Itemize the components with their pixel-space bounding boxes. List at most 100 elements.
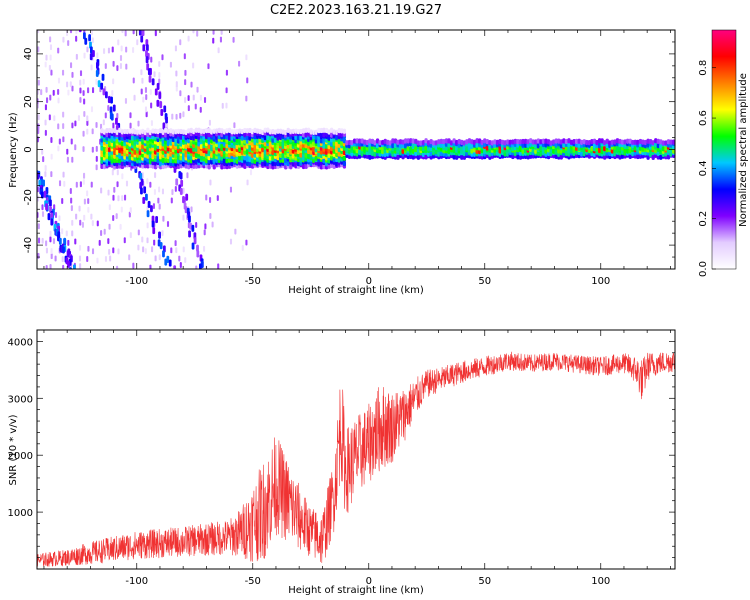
- heatmap-cell: [301, 149, 306, 155]
- heatmap-cell: [536, 138, 540, 144]
- heatmap-cell: [91, 37, 94, 44]
- heatmap-cell: [150, 56, 153, 63]
- heatmap-cell: [638, 138, 643, 145]
- heatmap-cell: [411, 138, 415, 144]
- heatmap-cell: [335, 141, 339, 147]
- heatmap-cell: [112, 247, 115, 254]
- heatmap-cell: [57, 77, 61, 84]
- heatmap-cell: [174, 137, 178, 143]
- heatmap-cell: [58, 237, 62, 245]
- heatmap-cell: [44, 171, 47, 178]
- heatmap-cell: [225, 69, 228, 76]
- heatmap-cell: [483, 138, 487, 144]
- heatmap-cell: [618, 145, 622, 152]
- snr-frame: [36, 329, 676, 570]
- heatmap-cell: [132, 262, 135, 269]
- heatmap-cell: [342, 128, 347, 134]
- heatmap-cell: [158, 203, 161, 210]
- heatmap-cell: [636, 153, 640, 160]
- heatmap-cell: [105, 131, 109, 138]
- heatmap-cell: [414, 150, 418, 157]
- heatmap-cell: [57, 123, 60, 130]
- heatmap-cell: [130, 140, 135, 146]
- heatmap-cell: [112, 215, 115, 222]
- heatmap-cell: [559, 154, 563, 160]
- heatmap-cell: [182, 129, 186, 135]
- heatmap-cell: [116, 181, 119, 188]
- heatmap-cell: [162, 122, 166, 130]
- heatmap-cell: [398, 143, 403, 149]
- heatmap-cell: [109, 106, 113, 114]
- heatmap-cell: [618, 138, 622, 145]
- heatmap-cell: [467, 138, 472, 144]
- heatmap-cell: [149, 181, 152, 188]
- heatmap-cell: [342, 160, 347, 167]
- heatmap-cell: [145, 56, 149, 64]
- heatmap-cell: [151, 78, 155, 86]
- heatmap-cell: [43, 190, 47, 198]
- heatmap-cell: [57, 47, 60, 54]
- heatmap-cell: [312, 146, 316, 153]
- heatmap-cell: [554, 153, 558, 160]
- heatmap-cell: [324, 143, 329, 149]
- heatmap-cell: [610, 148, 614, 154]
- colorbar-label: Normalized spectral amplitude: [738, 73, 749, 227]
- heatmap-cell: [44, 104, 47, 111]
- heatmap-cell: [70, 62, 73, 69]
- heatmap-cell: [129, 122, 132, 129]
- heatmap-cell: [169, 128, 173, 134]
- heatmap-cell: [261, 147, 265, 153]
- heatmap-cell: [263, 141, 267, 147]
- heatmap-cell: [88, 34, 92, 42]
- heatmap-cell: [71, 156, 74, 163]
- heatmap-cell: [250, 152, 255, 159]
- heatmap-cell: [235, 158, 239, 164]
- heatmap-cell: [319, 132, 324, 138]
- heatmap-cell: [335, 135, 339, 141]
- heatmap-cell: [118, 131, 122, 137]
- heatmap-cell: [211, 221, 214, 228]
- heatmap-cell: [57, 145, 60, 152]
- heatmap-cell: [628, 148, 632, 154]
- heatmap-cell: [330, 155, 334, 161]
- heatmap-cell: [175, 70, 178, 77]
- heatmap-cell: [174, 141, 178, 147]
- heatmap-cell: [45, 264, 48, 269]
- heatmap-cell: [225, 142, 229, 149]
- heatmap-cell: [301, 128, 306, 134]
- heatmap-cell: [256, 128, 260, 134]
- heatmap-cell: [401, 139, 405, 145]
- heatmap-cell: [112, 194, 115, 201]
- heatmap-cell: [345, 140, 349, 146]
- heatmap-cell: [95, 69, 99, 78]
- heatmap-cell: [83, 32, 86, 40]
- heatmap-cell: [110, 96, 113, 104]
- heatmap-cell: [268, 135, 273, 141]
- heatmap-cell: [50, 153, 53, 160]
- heatmap-cell: [577, 138, 581, 144]
- heatmap-cell: [189, 127, 193, 134]
- heatmap-cell: [164, 132, 168, 138]
- heatmap-cell: [539, 139, 543, 145]
- snr-series: [37, 351, 675, 567]
- heatmap-cell: [229, 186, 233, 193]
- heatmap-cell: [271, 137, 275, 143]
- heatmap-cell: [113, 186, 116, 193]
- heatmap-cell: [49, 36, 52, 43]
- heatmap-cell: [319, 149, 324, 155]
- heatmap-cell: [273, 129, 278, 135]
- heatmap-cell: [75, 30, 78, 35]
- heatmap-cell: [45, 240, 48, 247]
- heatmap-cell: [209, 213, 212, 219]
- heatmap-cell: [153, 189, 156, 196]
- heatmap-cell: [261, 161, 265, 167]
- heatmap-cell: [268, 163, 273, 169]
- heatmap-cell: [238, 60, 241, 67]
- heatmap-cell: [465, 145, 469, 151]
- heatmap-cell: [472, 139, 477, 145]
- heatmap-cell: [590, 146, 594, 152]
- heatmap-cell: [314, 138, 318, 144]
- heatmap-cell: [179, 155, 183, 161]
- heatmap-cell: [439, 142, 443, 148]
- heatmap-cell: [217, 263, 220, 269]
